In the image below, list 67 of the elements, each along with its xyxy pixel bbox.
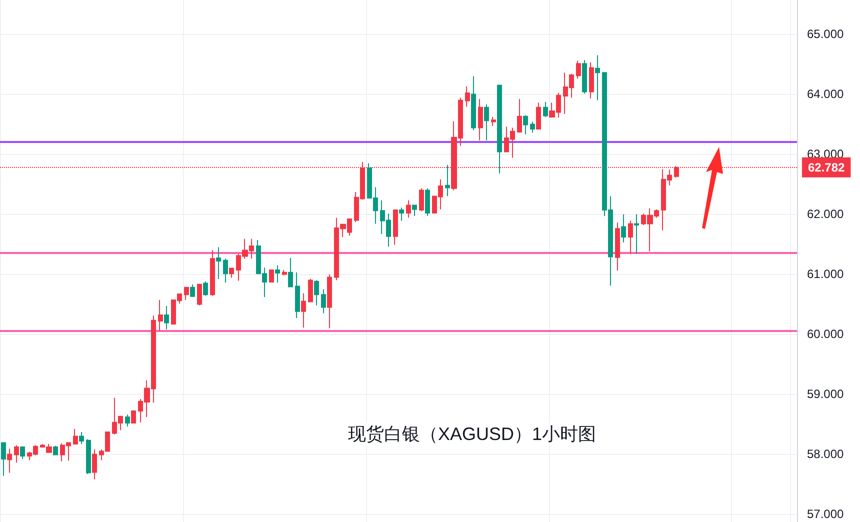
ref-line-label: 62.782 xyxy=(808,160,846,174)
candlestick xyxy=(223,258,228,284)
candlestick xyxy=(288,258,293,288)
candlestick xyxy=(14,444,19,464)
candlestick xyxy=(399,207,404,222)
candlestick xyxy=(53,445,58,456)
y-tick-label: 59.000 xyxy=(807,387,844,402)
candlestick xyxy=(321,288,326,314)
candlestick xyxy=(589,62,594,99)
candlestick xyxy=(269,270,274,282)
y-tick-label: 64.000 xyxy=(807,87,844,102)
candlestick xyxy=(275,264,280,284)
candlestick xyxy=(190,284,195,298)
candlestick xyxy=(203,280,208,296)
y-tick-label: 58.000 xyxy=(807,447,844,462)
candlestick xyxy=(471,76,476,131)
candlestick xyxy=(308,278,313,302)
y-tick-label: 60.000 xyxy=(807,327,844,342)
candlestick xyxy=(634,214,639,254)
candlestick xyxy=(543,102,548,118)
candlestick xyxy=(1,442,6,476)
candlestick xyxy=(282,270,287,276)
candlestick xyxy=(301,292,306,328)
candlestick xyxy=(131,410,136,424)
candlestick xyxy=(465,86,470,108)
candlestick xyxy=(484,104,489,141)
candlestick xyxy=(216,246,221,280)
candlestick xyxy=(393,210,398,246)
candlestick xyxy=(327,274,332,329)
candlestick xyxy=(197,283,202,306)
candlestick xyxy=(92,448,97,480)
candlestick xyxy=(184,286,189,300)
candlestick xyxy=(210,250,215,296)
candlestick xyxy=(595,54,600,101)
candlestick xyxy=(125,414,130,428)
y-tick-label: 61.000 xyxy=(807,267,844,282)
annotation: 现货白银（XAGUSD）1小时图 xyxy=(348,424,596,444)
y-tick-label: 57.000 xyxy=(807,507,844,522)
candlestick xyxy=(517,98,522,134)
candlestick xyxy=(445,164,450,197)
candlestick xyxy=(478,98,483,141)
candlestick xyxy=(491,116,496,126)
candlestick xyxy=(582,60,587,94)
candlestick xyxy=(164,306,169,330)
candlestick xyxy=(314,280,319,306)
candlestick xyxy=(530,121,535,134)
candlestick xyxy=(7,448,12,474)
candlestick xyxy=(406,200,411,218)
candlestick xyxy=(628,220,633,254)
candlestick xyxy=(86,438,91,474)
candlestick xyxy=(158,300,163,332)
candlestick xyxy=(20,446,25,460)
candlestick xyxy=(73,428,78,444)
candlestick xyxy=(79,432,84,444)
candlestick xyxy=(497,84,502,174)
candlestick xyxy=(621,214,626,243)
candlestick xyxy=(523,114,528,135)
y-tick-label: 62.000 xyxy=(807,207,844,222)
candlestick xyxy=(412,204,417,216)
candlestick xyxy=(419,188,424,212)
candlestick xyxy=(425,188,430,216)
candlestick xyxy=(615,222,620,272)
candlestick xyxy=(536,102,541,130)
candlestick xyxy=(295,272,300,318)
y-tick-label: 65.000 xyxy=(807,27,844,42)
candlestick xyxy=(229,268,234,278)
candlestick xyxy=(576,60,581,80)
